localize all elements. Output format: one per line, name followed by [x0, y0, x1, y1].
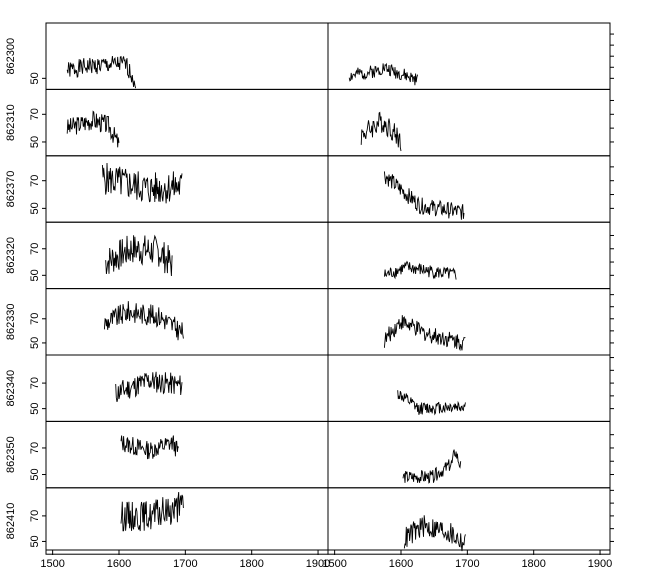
y-tick-label: 50 — [29, 468, 41, 480]
x-tick-label: 1700 — [455, 558, 479, 570]
x-tick-label: 1600 — [107, 558, 131, 570]
y-tick-label: 70 — [29, 510, 41, 522]
y-tick-label: 70 — [29, 243, 41, 255]
panel-label: 862320 — [5, 237, 17, 274]
series-line-862330-right — [383, 315, 466, 352]
panel-frame — [327, 221, 611, 290]
panel-label: 862300 — [5, 38, 17, 75]
series-line-862330-left — [103, 301, 184, 341]
y-tick-label: 50 — [29, 72, 41, 84]
y-tick-label: 50 — [29, 136, 41, 148]
panel-frame — [327, 288, 611, 356]
y-tick-label: 70 — [29, 377, 41, 389]
panel-frame — [327, 155, 611, 223]
series-line-862310-right — [360, 111, 402, 152]
panel-label: 862410 — [5, 503, 17, 540]
panel-label: 862330 — [5, 303, 17, 340]
x-tick-label: 1700 — [173, 558, 197, 570]
y-tick-label: 70 — [29, 442, 41, 454]
y-tick-label: 70 — [29, 313, 41, 325]
x-tick-label: 1900 — [306, 558, 330, 570]
series-line-862410-right — [403, 515, 466, 552]
series-line-862300-left — [66, 55, 137, 89]
panel-frame — [45, 487, 329, 555]
series-line-862320-left — [105, 234, 173, 277]
y-tick-label: 50 — [29, 202, 41, 214]
panel-frame — [327, 88, 611, 157]
series-line-862350-left — [120, 435, 180, 460]
panel-label: 862340 — [5, 370, 17, 407]
panel-label: 862370 — [5, 171, 17, 208]
series-line-862350-right — [402, 449, 462, 484]
y-tick-label: 50 — [29, 269, 41, 281]
panel-frame — [327, 420, 611, 489]
x-tick-label: 1800 — [521, 558, 545, 570]
panel-frame — [45, 221, 329, 290]
panel-frame — [327, 22, 611, 90]
series-line-862370-right — [383, 171, 465, 220]
y-tick-label: 70 — [29, 175, 41, 187]
panel-frame — [45, 155, 329, 223]
y-tick-label: 50 — [29, 535, 41, 547]
y-tick-label: 50 — [29, 337, 41, 349]
panel-frame — [327, 487, 611, 555]
x-tick-label: 1500 — [322, 558, 346, 570]
x-tick-label: 1800 — [239, 558, 263, 570]
x-tick-label: 1900 — [588, 558, 612, 570]
panel-frame — [45, 420, 329, 489]
series-line-862410-left — [120, 491, 184, 532]
series-line-862370-left — [101, 162, 183, 204]
panel-label: 862310 — [5, 104, 17, 141]
x-tick-label: 1500 — [40, 558, 64, 570]
series-line-862340-left — [115, 371, 183, 402]
panel-frame — [45, 354, 329, 422]
y-tick-label: 70 — [29, 108, 41, 120]
y-tick-label: 50 — [29, 403, 41, 415]
series-line-862310-left — [66, 110, 120, 148]
panel-label: 862350 — [5, 436, 17, 473]
series-line-862300-right — [348, 62, 419, 86]
panel-frame — [45, 288, 329, 356]
series-line-862320-right — [383, 260, 457, 280]
x-tick-label: 1600 — [389, 558, 413, 570]
panel-frame — [45, 22, 329, 90]
series-line-862340-right — [397, 390, 466, 416]
panel-frame — [327, 354, 611, 422]
